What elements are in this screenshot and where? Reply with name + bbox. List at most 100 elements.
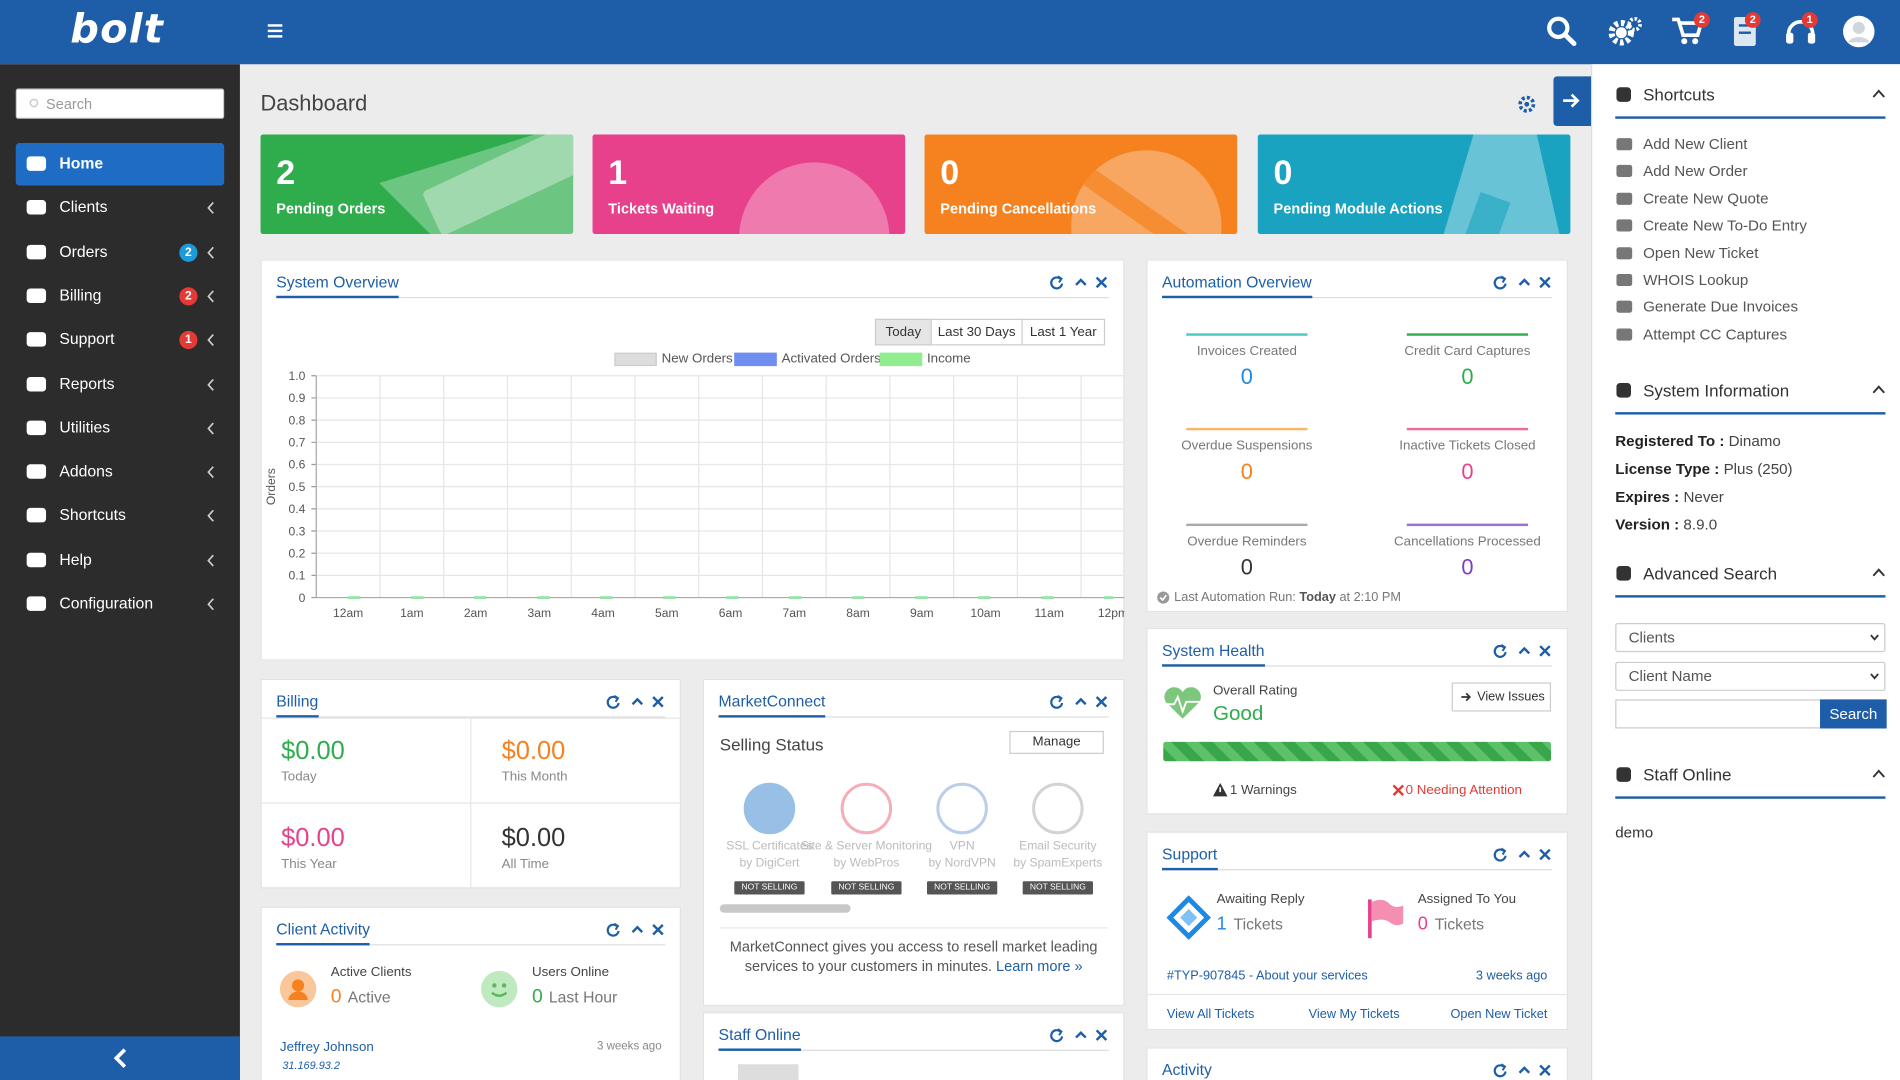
button[interactable]: View Issues [1451, 682, 1552, 712]
panel-rule [276, 944, 666, 946]
panel-title[interactable]: Staff Online [718, 1025, 801, 1044]
panel-title[interactable]: System Health [1162, 641, 1265, 660]
search-input[interactable] [15, 88, 225, 119]
label: Assigned To You [1417, 892, 1517, 907]
panel-tools[interactable] [1493, 644, 1557, 659]
panel-title-rule [718, 1048, 801, 1051]
panel-title[interactable]: MarketConnect [718, 692, 826, 711]
nav-icon [26, 420, 47, 435]
info-value: Never [1683, 488, 1724, 506]
page-title: Dashboard [260, 90, 368, 116]
panel-title[interactable]: Billing [276, 692, 319, 711]
chevron [207, 598, 214, 611]
select[interactable]: Client Name [1615, 661, 1886, 691]
footer-link[interactable]: Open New Ticket [1450, 1007, 1548, 1022]
stat-card[interactable]: 0 Pending Cancellations [924, 134, 1238, 234]
panel-tools[interactable] [1050, 275, 1114, 290]
panel-title[interactable]: System Overview [276, 272, 399, 291]
section-title[interactable]: Staff Online [1643, 764, 1732, 785]
icon-part [1518, 646, 1531, 655]
panel [1146, 627, 1568, 815]
panel-title[interactable]: Client Activity [276, 919, 370, 939]
icon-part [207, 202, 214, 215]
info-label: License Type : [1615, 460, 1720, 478]
range-button[interactable]: Last 30 Days [930, 318, 1023, 346]
icon-part [1392, 784, 1405, 797]
stat-label: Invoices Created [1196, 344, 1297, 359]
icon-part [113, 1048, 127, 1068]
shortcut-link[interactable]: Add New Order [1643, 162, 1748, 180]
section-title[interactable]: System Information [1643, 380, 1790, 400]
panel-tools[interactable] [1493, 847, 1557, 862]
shortcut-link[interactable]: Generate Due Invoices [1643, 298, 1799, 316]
icon-part [288, 991, 308, 1000]
card-label: Tickets Waiting [608, 199, 715, 217]
text-input[interactable] [1615, 699, 1822, 729]
stat-card[interactable]: 0 Pending Module Actions [1257, 134, 1571, 234]
panel-tools[interactable] [1050, 1028, 1114, 1043]
icon-part [1539, 645, 1551, 657]
panel-rule [276, 716, 666, 718]
stat-value: 0 [1240, 459, 1253, 484]
section-title[interactable]: Advanced Search [1643, 563, 1778, 584]
shortcut-link[interactable]: Add New Client [1643, 135, 1748, 153]
y-tick-label: 0.8 [289, 413, 306, 427]
select[interactable]: Clients [1615, 623, 1886, 653]
icon-part [207, 510, 214, 523]
panel-title[interactable]: Automation Overview [1162, 272, 1312, 291]
panel-tools[interactable] [606, 922, 670, 937]
link[interactable]: Learn more » [996, 957, 1083, 975]
footer-link[interactable]: View My Tickets [1308, 1007, 1400, 1022]
icon-part [1872, 769, 1885, 778]
icon-part [1692, 38, 1699, 45]
y-axis-label: Orders [264, 468, 278, 505]
icon-part [1368, 899, 1372, 939]
status-badge: NOT SELLING [1022, 881, 1093, 895]
chart: 0 0.1 0.2 0.3 0.4 0.5 0.6 0.7 0.8 0.9 1.0 12am 1am 2a… [264, 369, 1124, 620]
panel-tools[interactable] [606, 694, 670, 710]
panel-tools[interactable] [1493, 275, 1557, 290]
logo[interactable]: bolt [70, 4, 165, 53]
range-button[interactable]: Today [874, 318, 932, 346]
shortcut-link[interactable]: WHOIS Lookup [1643, 271, 1749, 289]
button[interactable]: Manage [1009, 730, 1104, 754]
icon-part [1518, 95, 1536, 113]
icon-part [26, 596, 47, 611]
shortcut-link[interactable]: Open New Ticket [1643, 244, 1759, 262]
nav-icon [26, 464, 47, 479]
panel-title[interactable]: Support [1162, 844, 1218, 864]
icon-part [1095, 696, 1108, 708]
shortcut-link[interactable]: Create New Quote [1643, 190, 1769, 208]
range-button[interactable]: Last 1 Year [1021, 318, 1106, 346]
panel-tools[interactable] [1493, 1063, 1557, 1078]
panel [1146, 831, 1568, 1031]
sidebar-collapse[interactable] [0, 1036, 240, 1080]
stat-rule [1186, 523, 1308, 527]
search-button[interactable]: Search [1820, 699, 1887, 729]
icon-part [1616, 219, 1633, 232]
footer-link[interactable]: View All Tickets [1166, 1007, 1255, 1022]
nav-label: Configuration [59, 593, 154, 613]
icon-part [1057, 1028, 1063, 1036]
avatar[interactable] [1843, 15, 1875, 48]
panel-tools[interactable] [1050, 694, 1114, 710]
shortcut-link[interactable]: Attempt CC Captures [1643, 325, 1788, 343]
support-icon [1786, 20, 1816, 44]
stat-card[interactable]: 2 Pending Orders [260, 134, 574, 234]
panel-rule [1162, 296, 1553, 299]
panel-title[interactable]: Activity [1162, 1060, 1212, 1079]
icon-part [652, 923, 664, 936]
client-link[interactable]: Jeffrey Johnson [279, 1039, 374, 1055]
shortcut-icon [1616, 328, 1633, 341]
text: Today [1299, 590, 1336, 605]
icon-part [1500, 275, 1507, 283]
shortcut-link[interactable]: Create New To-Do Entry [1643, 217, 1807, 235]
icon-part [267, 24, 283, 27]
ticket-link[interactable]: #TYP-907845 - About your services [1166, 968, 1368, 984]
icon-part [491, 991, 508, 997]
icon-part [613, 922, 620, 931]
info-label: Expires : [1615, 488, 1680, 506]
section-title[interactable]: Shortcuts [1643, 84, 1715, 105]
icon-part [26, 552, 47, 567]
stat-card[interactable]: 1 Tickets Waiting [592, 134, 906, 234]
